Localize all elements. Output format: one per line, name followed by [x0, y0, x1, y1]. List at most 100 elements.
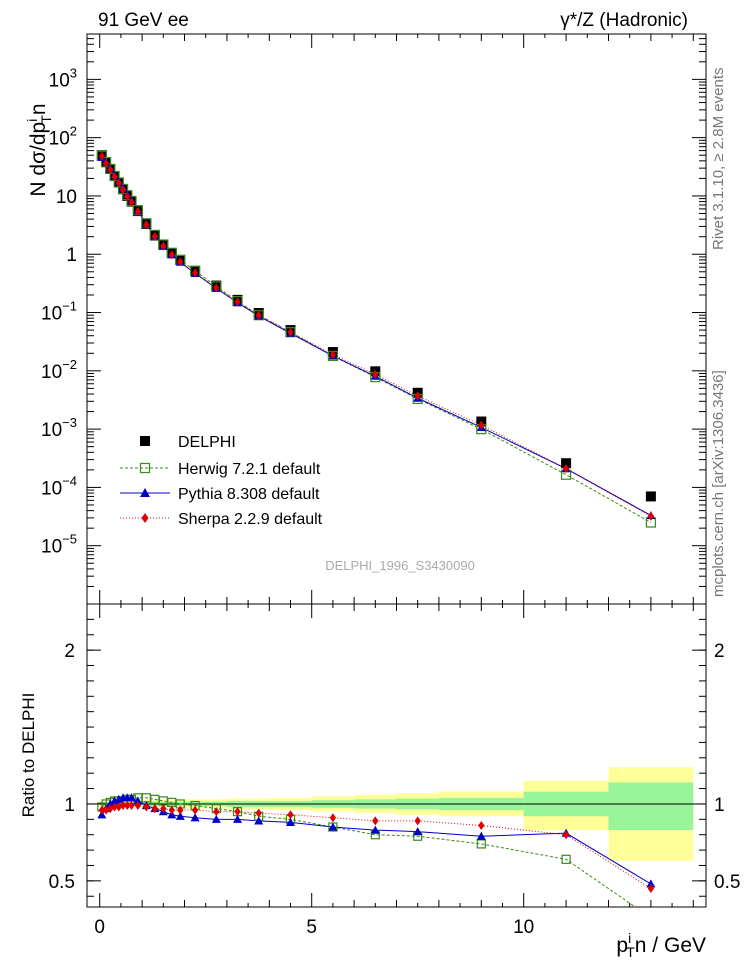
main-point-delphi: [645, 491, 656, 502]
main-ytick-label: 102: [49, 124, 77, 150]
xlabel-text: p: [616, 934, 628, 957]
main-point-sherpa: [98, 151, 105, 161]
main-point-sherpa: [255, 310, 262, 320]
main-ytick-label: 10−1: [41, 299, 77, 325]
legend-label-pythia: Pythia 8.308 default: [178, 486, 320, 503]
ratio-ytick-label-right: 1: [714, 795, 725, 816]
main-point-sherpa: [287, 327, 294, 337]
main-point-sherpa: [191, 268, 199, 278]
ratio-ytick-label-right: 0.5: [714, 872, 740, 893]
main-point-sherpa: [107, 165, 114, 175]
ratio-point-herwig: [647, 914, 655, 922]
main-ytick-label: 10−2: [41, 357, 77, 383]
ratio-point-sherpa: [119, 800, 127, 810]
ratio-point-sherpa: [234, 807, 241, 817]
watermark: DELPHI_1996_S3430090: [325, 558, 475, 573]
main-point-sherpa: [160, 241, 167, 251]
ratio-point-sherpa: [372, 816, 379, 826]
ratio-point-herwig: [561, 854, 571, 864]
main-ytick-label: 1: [66, 245, 77, 266]
x-axis-label: pi Tn / GeV: [616, 930, 706, 960]
main-point-sherpa: [124, 191, 131, 201]
ratio-point-sherpa: [143, 802, 150, 812]
rivet-label: Rivet 3.1.10, ≥ 2.8M events: [710, 68, 727, 251]
legend-marker-delphi: [140, 436, 150, 446]
ratio-ytick-label: 1: [64, 795, 75, 816]
ratio-point-sherpa: [134, 800, 142, 810]
ratio-point-sherpa: [102, 805, 110, 815]
ratio-point-sherpa: [124, 800, 131, 810]
main-ytick-label: 10−3: [41, 415, 77, 441]
ratio-point-sherpa: [255, 808, 262, 818]
ratio-xtick-label: 0: [94, 917, 105, 938]
ratio-xtick-label: 10: [513, 917, 534, 938]
ratio-point-pythia: [646, 879, 656, 888]
ratio-point-sherpa: [177, 805, 184, 815]
main-point-sherpa: [414, 391, 421, 401]
main-point-delphi: [561, 458, 572, 469]
main-point-herwig: [253, 310, 264, 321]
ratio-point-pythia: [413, 827, 423, 836]
ratio-ytick-label-right: 2: [714, 641, 725, 662]
ratio-point-sherpa: [107, 804, 114, 814]
ratio-point-sherpa: [287, 810, 294, 820]
ratio-point-pythia: [286, 817, 296, 827]
svg-text:N dσ/dpiTn: N dσ/dpiTn: [24, 103, 54, 196]
legend-marker-sherpa: [141, 513, 149, 523]
main-ylabel: N dσ/dpiTn: [24, 103, 54, 196]
ratio-point-pythia: [190, 813, 200, 822]
main-point-sherpa: [372, 369, 379, 379]
main-point-sherpa: [102, 159, 110, 169]
main-point-sherpa: [128, 197, 135, 207]
ratio-point-sherpa: [98, 805, 105, 815]
ratio-point-pythia: [133, 796, 143, 805]
main-point-sherpa: [329, 350, 337, 360]
ratio-point-sherpa: [160, 804, 167, 814]
xlabel-tail: n / GeV: [635, 934, 706, 957]
ratio-point-pythia: [211, 814, 221, 823]
main-point-sherpa: [143, 220, 150, 230]
main-point-sherpa: [134, 207, 142, 217]
header-left-title: 91 GeV ee: [98, 10, 189, 31]
ratio-point-pythia: [233, 814, 243, 823]
legend-label-sherpa: Sherpa 2.2.9 default: [178, 511, 323, 528]
main-point-sherpa: [478, 420, 485, 430]
ratio-point-pythia: [370, 825, 380, 834]
legend-label-delphi: DELPHI: [178, 434, 236, 451]
ratio-point-sherpa: [647, 884, 655, 894]
ratio-point-sherpa: [414, 816, 421, 826]
main-ytick-label: 103: [49, 65, 77, 91]
main-point-sherpa: [647, 511, 655, 521]
mcplots-label: mcplots.cern.ch [arXiv:1306.3436]: [710, 370, 727, 597]
main-point-sherpa: [234, 297, 241, 307]
ratio-point-pythia: [476, 831, 486, 840]
main-point-sherpa: [562, 464, 570, 474]
legend-label-herwig: Herwig 7.2.1 default: [178, 461, 321, 478]
ratio-point-sherpa: [168, 805, 175, 815]
ratio-point-pythia: [175, 811, 185, 820]
main-ytick-label: 10−4: [41, 473, 77, 499]
ratio-ytick-label: 2: [64, 641, 75, 662]
main-point-sherpa: [111, 172, 118, 182]
ratio-point-sherpa: [329, 813, 337, 823]
ratio-point-sherpa: [115, 802, 122, 812]
main-ylabel-sup: i: [24, 119, 40, 122]
main-ytick-label: 10: [56, 187, 77, 208]
ratio-point-sherpa: [128, 800, 135, 810]
svg-text:piTn / GeV: pi Tn / GeV: [616, 930, 706, 960]
ratio-point-herwig: [476, 839, 486, 849]
ratio-point-sherpa: [478, 820, 485, 830]
main-point-sherpa: [177, 257, 184, 267]
main-ylabel-sub: T: [38, 115, 54, 124]
main-point-sherpa: [151, 231, 158, 241]
ratio-line-herwig: [101, 797, 637, 907]
ratio-ylabel: Ratio to DELPHI: [19, 693, 38, 818]
ratio-point-pythia: [127, 793, 137, 802]
ratio-ytick-label: 0.5: [49, 872, 75, 893]
legend: DELPHI Herwig 7.2.1 default Pythia 8.308 d…: [120, 434, 323, 528]
main-point-sherpa: [168, 250, 175, 260]
ratio-band-inner: [608, 782, 694, 831]
ratio-panel: 0.5 0.5 1 1 2 2 0 5 10 Ratio to DELPHI: [19, 603, 740, 938]
